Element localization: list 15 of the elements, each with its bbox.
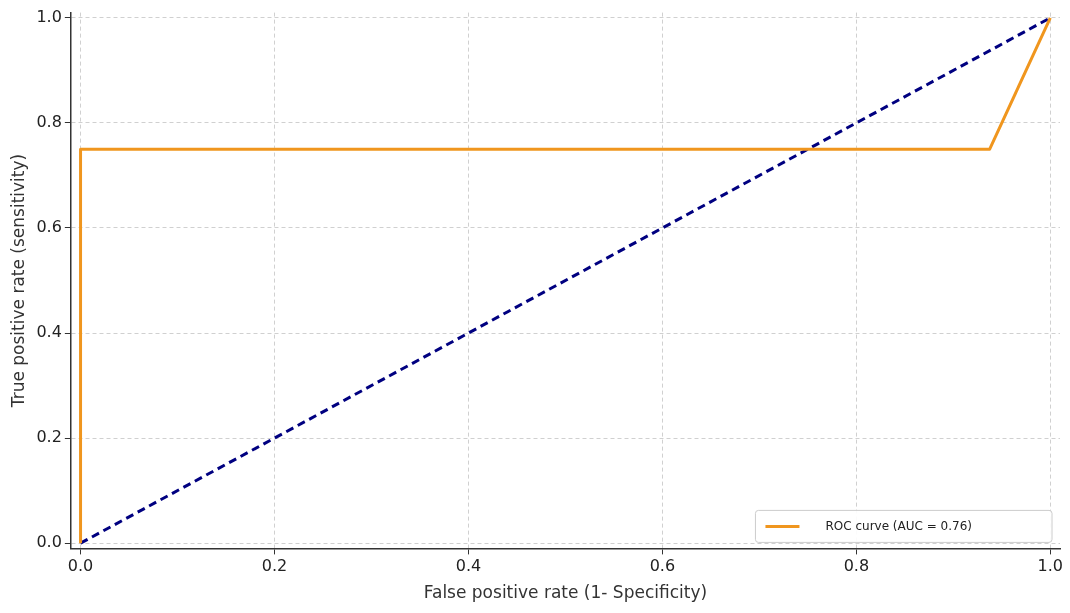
legend-label: ROC curve (AUC = 0.76) [825, 518, 973, 533]
y-tick-label: 0.2 [36, 427, 62, 447]
y-tick-label: 0.0 [36, 532, 62, 552]
x-tick-label: 1.0 [1037, 556, 1064, 576]
y-tick-label: 0.4 [36, 322, 62, 342]
x-tick-label: 0.2 [261, 556, 288, 576]
x-tick-label: 0.6 [649, 556, 676, 576]
y-tick-label: 1.0 [36, 7, 62, 27]
x-axis-title: False positive rate (1- Specificity) [423, 582, 708, 603]
x-tick-label: 0.0 [67, 556, 94, 576]
y-tick-label: 0.6 [36, 217, 62, 237]
y-tick-label: 0.8 [36, 112, 62, 132]
x-tick-label: 0.8 [843, 556, 870, 576]
x-tick-label: 0.4 [455, 556, 482, 576]
y-axis-title: True positive rate (sensitivity) [7, 153, 28, 409]
